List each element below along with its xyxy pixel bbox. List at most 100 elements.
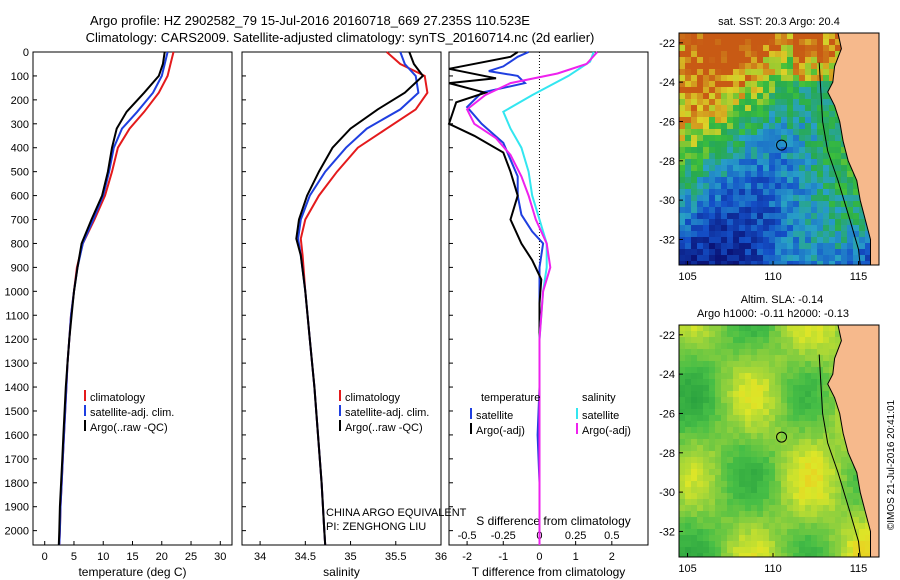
shelf-contour: [818, 62, 861, 266]
map-frame: [678, 32, 880, 266]
x-tick-label: 2: [609, 551, 615, 563]
series-line-satellite: [297, 51, 420, 546]
y-tick-label: -28: [659, 448, 675, 460]
y-tick-label: 1600: [5, 430, 29, 442]
credit-label: ©IMOS 21-Jul-2016 20:41:01: [886, 399, 897, 530]
y-tick-label: 0: [23, 47, 29, 59]
y-tick-label: 1900: [5, 502, 29, 514]
legend-title: temperature: [481, 392, 540, 404]
x-tick-label: 25: [185, 551, 197, 563]
legend-label: Argo(-adj): [582, 425, 631, 437]
legend-label: Argo(..raw -QC): [345, 422, 423, 434]
top-axis-label: S difference from climatology: [476, 514, 631, 528]
y-tick-label: -32: [659, 526, 675, 538]
x-tick-label: 115: [850, 271, 868, 283]
x-tick-label: 110: [764, 563, 782, 575]
series-line-argo: [295, 51, 425, 546]
x-tick-label: 0: [42, 551, 48, 563]
y-tick-label: 700: [11, 215, 29, 227]
y-tick-label: -32: [659, 234, 675, 246]
argo-position-marker: [776, 139, 788, 151]
x-tick-label: 34: [254, 551, 266, 563]
series-line-climatology: [58, 51, 175, 546]
x-tick-label: 5: [71, 551, 77, 563]
y-tick-label: -24: [659, 369, 675, 381]
legend-label: satellite-adj. clim.: [345, 407, 429, 419]
figure-title: Argo profile: HZ 2902582_79 15-Jul-2016 …: [90, 13, 530, 28]
y-tick-label: 1800: [5, 478, 29, 490]
top-tick-label: 0.25: [565, 530, 586, 542]
map-subtitle: Argo h1000: -0.11 h2000: -0.13: [697, 308, 849, 320]
x-tick-label: 20: [156, 551, 168, 563]
x-tick-label: 35: [344, 551, 356, 563]
y-tick-label: 500: [11, 167, 29, 179]
y-tick-label: 1500: [5, 406, 29, 418]
top-tick-label: -0.5: [458, 530, 477, 542]
x-tick-label: 36: [435, 551, 447, 563]
top-tick-label: 0.5: [604, 530, 619, 542]
plot-frame: [241, 51, 442, 546]
x-tick-label: 0: [536, 551, 542, 563]
y-tick-label: 900: [11, 262, 29, 274]
y-tick-label: 100: [11, 71, 29, 83]
x-tick-label: 10: [97, 551, 109, 563]
y-tick-label: -22: [659, 38, 675, 50]
x-axis-label: salinity: [323, 565, 360, 579]
pi-label: PI: ZENGHONG LIU: [326, 521, 426, 533]
x-tick-label: 115: [850, 563, 868, 575]
x-tick-label: 15: [126, 551, 138, 563]
series-line-satellite: [58, 51, 169, 546]
y-tick-label: -28: [659, 156, 675, 168]
map-sst_map: 105 110 115 -22 -24 -26 -28 -30 -32 sat. SST: 20.…: [659, 16, 880, 283]
y-tick-label: -24: [659, 77, 675, 89]
y-tick-label: 1400: [5, 382, 29, 394]
y-tick-label: -22: [659, 330, 675, 342]
y-tick-label: 1300: [5, 358, 29, 370]
x-tick-label: 35.5: [385, 551, 406, 563]
panel-temperature: 0100200300400500600700800900100011001200…: [5, 47, 233, 579]
float-name-label: CHINA ARGO EQUIVALENT: [326, 507, 467, 519]
x-tick-label: -1: [498, 551, 508, 563]
panel-differences: -2 -1 0 1 2-0.5 -0.25 0 0.25 0.5S difference fro…: [447, 51, 649, 579]
y-tick-label: 1700: [5, 454, 29, 466]
x-tick-label: 34.5: [295, 551, 316, 563]
legend-label: satellite: [476, 410, 513, 422]
legend-label: climatology: [345, 392, 401, 404]
y-tick-label: 1000: [5, 286, 29, 298]
x-tick-label: 105: [678, 563, 696, 575]
x-tick-label: 110: [764, 271, 782, 283]
legend-title: salinity: [582, 392, 616, 404]
map-title: Altim. SLA: -0.14: [741, 294, 824, 306]
y-tick-label: 600: [11, 191, 29, 203]
x-tick-label: 30: [214, 551, 226, 563]
figure-subtitle: Climatology: CARS2009. Satellite-adjuste…: [86, 30, 595, 45]
map-title: sat. SST: 20.3 Argo: 20.4: [718, 16, 840, 28]
field-cells: [679, 33, 879, 265]
plot-frame: [448, 51, 649, 546]
map-sla_map: 105 110 115 -22 -24 -26 -28 -30 -32 Altim. SLA: -…: [659, 294, 880, 575]
shelf-contour: [818, 354, 861, 558]
x-tick-label: 105: [678, 271, 696, 283]
series-line-argo: [447, 51, 543, 545]
y-tick-label: -26: [659, 116, 675, 128]
top-tick-label: -0.25: [491, 530, 516, 542]
x-tick-label: -2: [462, 551, 472, 563]
y-tick-label: 400: [11, 143, 29, 155]
y-tick-label: 200: [11, 95, 29, 107]
legend-label: Argo(..raw -QC): [90, 422, 168, 434]
legend-label: climatology: [90, 392, 146, 404]
y-tick-label: -30: [659, 195, 675, 207]
x-axis-label: T difference from climatology: [472, 565, 626, 579]
y-tick-label: 300: [11, 119, 29, 131]
legend-label: Argo(-adj): [476, 425, 525, 437]
map-frame: [678, 324, 880, 558]
x-tick-label: 1: [573, 551, 579, 563]
y-tick-label: -26: [659, 408, 675, 420]
series-line-argo_salinity: [465, 51, 599, 545]
legend-label: satellite: [582, 410, 619, 422]
y-tick-label: 2000: [5, 526, 29, 538]
series-line-argo: [57, 51, 166, 546]
panel-salinity: 34 34.5 35 35.5 36 salinity climatology satelli…: [241, 51, 447, 579]
y-tick-label: 1100: [5, 310, 29, 322]
